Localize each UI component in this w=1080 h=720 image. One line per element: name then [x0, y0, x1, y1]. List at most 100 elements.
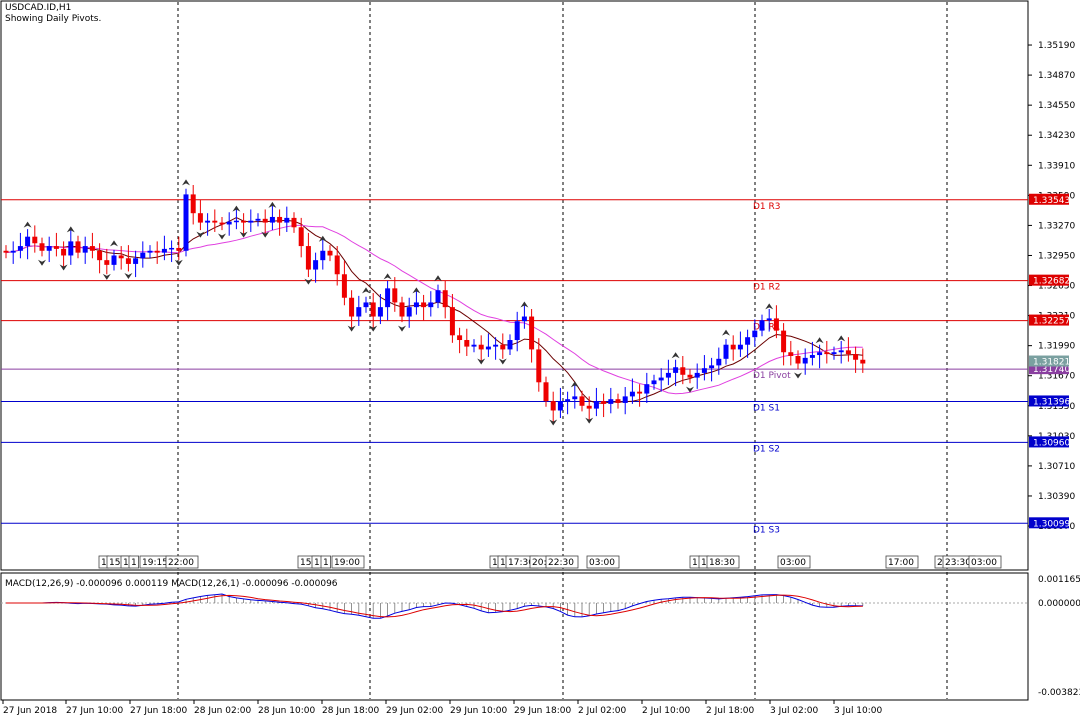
candle-body — [17, 246, 23, 251]
session-box — [165, 555, 199, 569]
pivot-tag-bg — [1029, 363, 1069, 375]
session-label: 1 — [692, 558, 698, 568]
pivot-tag-bg — [1029, 436, 1069, 448]
candle-body — [341, 274, 347, 298]
time-label: 3 Jul 02:00 — [770, 706, 819, 716]
price-tick-label: 1.30710 — [1038, 462, 1075, 472]
time-label: 27 Jun 18:00 — [130, 706, 187, 716]
candle-body — [817, 352, 823, 356]
fractal-up-arrow — [66, 226, 75, 233]
candle-body — [637, 391, 643, 394]
time-label: 28 Jun 18:00 — [322, 706, 379, 716]
session-box — [331, 555, 365, 569]
pivot-tag-text: 1.30960 — [1033, 438, 1070, 448]
candle-body — [457, 335, 463, 341]
session-box — [320, 555, 332, 569]
fractal-down-arrow — [398, 325, 406, 332]
ma-slow-line — [5, 224, 863, 395]
candle-body — [529, 316, 535, 350]
candle-body — [759, 320, 765, 331]
session-box — [128, 555, 140, 569]
pivot-tag-text: 1.32257 — [1033, 317, 1070, 327]
candle-body — [183, 194, 189, 251]
candle-body — [809, 355, 815, 358]
candle-body — [658, 377, 664, 381]
candle-body — [773, 318, 779, 331]
macd-label: MACD(12,26,9) -0.000096 0.000119 MACD(12… — [5, 579, 338, 589]
candle-body — [104, 260, 110, 265]
time-label: 28 Jun 10:00 — [258, 706, 315, 716]
candle-body — [550, 401, 556, 411]
fractal-up-arrow — [182, 179, 190, 186]
price-tick-label: 1.34230 — [1038, 131, 1075, 141]
session-box — [586, 555, 620, 569]
candle-body — [651, 380, 657, 385]
candle-body — [248, 220, 254, 223]
candle-body — [226, 221, 232, 225]
fractal-down-arrow — [38, 259, 46, 266]
fractal-down-arrow — [174, 259, 183, 266]
candle-body — [435, 290, 441, 303]
session-label: 22:30 — [548, 558, 574, 568]
candle-body — [665, 372, 671, 378]
candle-body — [233, 220, 239, 223]
candle-body — [694, 372, 700, 378]
session-label: 03:00 — [780, 558, 806, 568]
current-price-tag-bg — [1029, 355, 1069, 367]
time-label: 29 Jun 18:00 — [514, 706, 571, 716]
fractal-down-arrow — [686, 386, 694, 393]
fractal-down-arrow — [369, 325, 378, 332]
session-label: 20: — [532, 558, 546, 568]
fractal-up-arrow — [383, 273, 392, 280]
price-tick-label: 1.31990 — [1038, 342, 1075, 352]
candle-body — [169, 247, 175, 250]
current-price-tag-text: 1.31821 — [1033, 358, 1070, 368]
fractal-down-arrow — [102, 273, 111, 280]
candle-body — [197, 213, 203, 223]
candle-body — [608, 399, 614, 404]
pivot-price-tags: 1.33543 1.32682 1.32257 1.31740 1.31396 1.309… — [1029, 193, 1070, 529]
price-tick-label: 1.33910 — [1038, 161, 1075, 171]
candle-body — [514, 321, 520, 341]
candle-body — [622, 396, 628, 403]
session-label: 03:00 — [971, 558, 997, 568]
candle-body — [111, 255, 117, 265]
candle-body — [32, 236, 38, 244]
candle-body — [579, 396, 585, 406]
session-box — [777, 555, 811, 569]
candle-body — [262, 218, 268, 223]
price-tick-label: 1.31670 — [1038, 372, 1075, 382]
macd-axis-label: 0.001165 — [1038, 575, 1080, 585]
pivot-tag-text: 1.30099 — [1033, 519, 1070, 529]
candle-body — [298, 227, 304, 247]
price-tick-label: 1.33270 — [1038, 221, 1075, 231]
price-tick-label: 1.30390 — [1038, 492, 1075, 502]
pivot-tag-bg — [1029, 193, 1069, 205]
session-label: 1 — [701, 558, 707, 568]
candle-body — [478, 344, 484, 350]
candle-body — [565, 399, 571, 402]
candle-body — [61, 248, 67, 256]
fractal-up-arrow — [815, 337, 824, 344]
candle-body — [831, 352, 837, 355]
candle-body — [493, 344, 499, 347]
candle-body — [838, 350, 844, 353]
candle-body — [464, 340, 470, 347]
fractal-up-arrow — [412, 287, 421, 294]
candle-body — [327, 250, 333, 256]
candle-body — [377, 307, 383, 317]
session-label: 17:30 — [508, 558, 534, 568]
candle-body — [521, 316, 527, 322]
price-tick-label: 1.32630 — [1038, 282, 1075, 292]
candle-body — [176, 247, 182, 251]
fractal-up-arrow — [722, 329, 730, 336]
indicator-caption: Showing Daily Pivots. — [5, 14, 102, 24]
candle-body — [557, 401, 563, 411]
session-label: 03:00 — [589, 558, 615, 568]
macd-panel: MACD(12,26,9) -0.000096 0.000119 MACD(12… — [1, 575, 1080, 698]
fractal-down-arrow — [304, 278, 313, 285]
fractal-down-arrow — [239, 231, 248, 238]
candle-body — [788, 352, 794, 356]
fractal-up-arrow — [23, 221, 32, 228]
